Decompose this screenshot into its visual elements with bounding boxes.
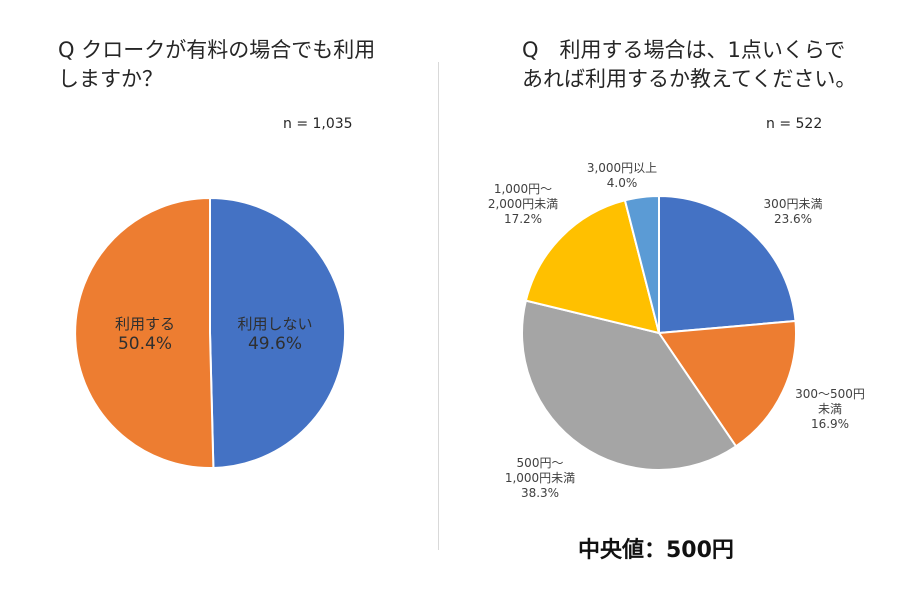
panel-divider bbox=[438, 62, 439, 550]
left-pie-slice-0 bbox=[209, 196, 347, 469]
right-panel: Q 利用する場合は、1点いくらで あれば利用するか教えてください。 n = 52… bbox=[440, 0, 916, 595]
left-panel: Q クロークが有料の場合でも利用 しますか？ n = 1,035 利用しない 49… bbox=[0, 0, 438, 595]
right-pie-slice-1 bbox=[657, 319, 797, 448]
right-pie-slice-label-0: 300円未満 23.6% bbox=[764, 197, 823, 226]
left-question-title: Q クロークが有料の場合でも利用 しますか？ bbox=[58, 36, 375, 94]
left-pie-slice-1 bbox=[74, 196, 215, 469]
median-label: 中央値：500円 bbox=[578, 538, 734, 563]
left-sample-size: n = 1,035 bbox=[283, 116, 353, 132]
right-pie-slice-label-4: 3,000円以上 4.0% bbox=[587, 161, 657, 190]
right-pie-slice-4 bbox=[623, 194, 660, 334]
left-pie-slice-label-1: 利用する 50.4% bbox=[115, 315, 175, 354]
right-title-line-2: あれば利用するか教えてください。 bbox=[522, 67, 857, 91]
left-pie-slice-label-0: 利用しない 49.6% bbox=[237, 315, 312, 354]
left-title-line-1: Q クロークが有料の場合でも利用 bbox=[58, 38, 376, 62]
right-pie-slice-label-2: 500円～ 1,000円未満 38.3% bbox=[505, 456, 575, 500]
left-title-line-2: しますか？ bbox=[58, 67, 163, 91]
right-pie-slice-2 bbox=[521, 299, 738, 471]
right-pie-slice-0 bbox=[658, 194, 797, 335]
left-pie-chart: 利用しない 49.6% 利用する 50.4% bbox=[74, 196, 347, 469]
right-pie-slice-label-1: 300～500円未満 16.9% bbox=[795, 387, 865, 431]
right-pie-slice-label-3: 1,000円～ 2,000円未満 17.2% bbox=[488, 182, 558, 226]
right-sample-size: n = 522 bbox=[766, 116, 823, 132]
right-pie-slice-3 bbox=[524, 199, 661, 335]
right-title-line-1: Q 利用する場合は、1点いくらで bbox=[522, 38, 846, 62]
right-question-title: Q 利用する場合は、1点いくらで あれば利用するか教えてください。 bbox=[522, 36, 856, 94]
right-pie-chart: 300円未満 23.6% 300～500円未満 16.9% 500円～ 1,000円未満 3… bbox=[488, 161, 865, 500]
